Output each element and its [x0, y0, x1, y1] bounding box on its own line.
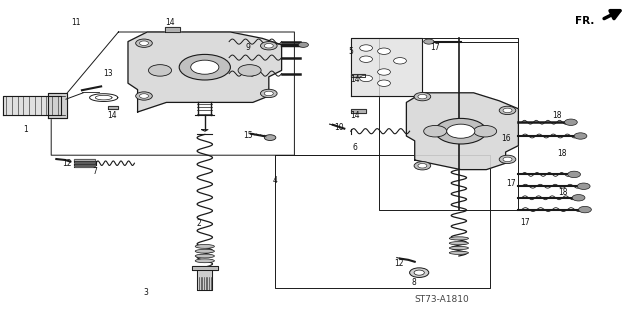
Polygon shape	[108, 106, 118, 109]
Text: 9: 9	[246, 43, 251, 52]
Ellipse shape	[449, 242, 468, 245]
Circle shape	[360, 75, 372, 82]
Text: 5: 5	[348, 47, 353, 56]
Text: 4: 4	[273, 176, 278, 185]
Circle shape	[378, 80, 390, 86]
Circle shape	[360, 56, 372, 62]
Circle shape	[503, 108, 512, 113]
Polygon shape	[3, 96, 61, 115]
Text: 6: 6	[353, 143, 358, 152]
Text: 14: 14	[350, 76, 360, 84]
Circle shape	[136, 92, 152, 100]
Circle shape	[499, 106, 516, 115]
Polygon shape	[351, 109, 366, 113]
Circle shape	[148, 65, 172, 76]
Circle shape	[260, 89, 277, 98]
Circle shape	[360, 45, 372, 51]
Ellipse shape	[449, 237, 468, 240]
Text: 17: 17	[520, 218, 530, 227]
Text: ST73-A1810: ST73-A1810	[414, 295, 469, 304]
Circle shape	[414, 270, 424, 275]
Text: 3: 3	[143, 288, 148, 297]
Text: 18: 18	[559, 188, 568, 197]
Circle shape	[191, 60, 219, 74]
Text: 14: 14	[350, 111, 360, 120]
Text: 12: 12	[395, 259, 404, 268]
Polygon shape	[192, 266, 218, 270]
Ellipse shape	[449, 251, 468, 254]
Circle shape	[414, 92, 431, 101]
Polygon shape	[74, 163, 95, 164]
Circle shape	[424, 125, 447, 137]
Circle shape	[424, 39, 434, 44]
Polygon shape	[165, 27, 180, 32]
Text: 18: 18	[552, 111, 561, 120]
Polygon shape	[74, 166, 95, 167]
Circle shape	[140, 94, 148, 98]
Text: 7: 7	[92, 167, 97, 176]
Text: 1: 1	[23, 125, 28, 134]
Circle shape	[394, 58, 406, 64]
Polygon shape	[197, 270, 212, 290]
Circle shape	[418, 164, 427, 168]
Polygon shape	[74, 164, 95, 165]
Circle shape	[447, 124, 475, 138]
Circle shape	[572, 195, 585, 201]
Text: 12: 12	[63, 159, 72, 168]
Polygon shape	[74, 161, 95, 162]
Ellipse shape	[195, 254, 214, 258]
Circle shape	[136, 39, 152, 47]
Text: 13: 13	[102, 69, 113, 78]
Circle shape	[378, 69, 390, 75]
Circle shape	[418, 94, 427, 99]
Circle shape	[264, 135, 276, 140]
Polygon shape	[74, 159, 95, 161]
Text: 11: 11	[71, 18, 80, 27]
Circle shape	[568, 171, 580, 178]
Circle shape	[574, 133, 587, 139]
Text: 18: 18	[557, 149, 566, 158]
Circle shape	[378, 48, 390, 54]
Ellipse shape	[195, 249, 214, 253]
Text: 2: 2	[196, 220, 201, 228]
Text: FR.: FR.	[575, 16, 594, 27]
Polygon shape	[351, 74, 365, 77]
Ellipse shape	[449, 246, 468, 250]
Circle shape	[179, 54, 230, 80]
Text: 14: 14	[164, 18, 175, 27]
Circle shape	[474, 125, 497, 137]
Circle shape	[579, 206, 591, 213]
Circle shape	[503, 157, 512, 162]
Text: 16: 16	[500, 134, 511, 143]
Circle shape	[414, 162, 431, 170]
Text: 8: 8	[412, 278, 417, 287]
Ellipse shape	[195, 244, 214, 248]
Text: 17: 17	[430, 44, 440, 52]
Polygon shape	[406, 93, 518, 170]
Circle shape	[577, 183, 590, 189]
Polygon shape	[48, 93, 67, 118]
Ellipse shape	[195, 259, 214, 263]
Circle shape	[410, 268, 429, 277]
Text: 15: 15	[243, 132, 253, 140]
Circle shape	[564, 119, 577, 125]
Polygon shape	[351, 38, 422, 96]
Circle shape	[499, 155, 516, 164]
Circle shape	[140, 41, 148, 45]
Circle shape	[260, 42, 277, 50]
Polygon shape	[128, 32, 282, 112]
Circle shape	[238, 65, 261, 76]
Circle shape	[264, 91, 273, 96]
Circle shape	[435, 118, 486, 144]
Circle shape	[298, 42, 308, 47]
Circle shape	[264, 44, 273, 48]
Text: 17: 17	[506, 180, 516, 188]
Text: 14: 14	[107, 111, 117, 120]
Text: 10: 10	[334, 124, 344, 132]
